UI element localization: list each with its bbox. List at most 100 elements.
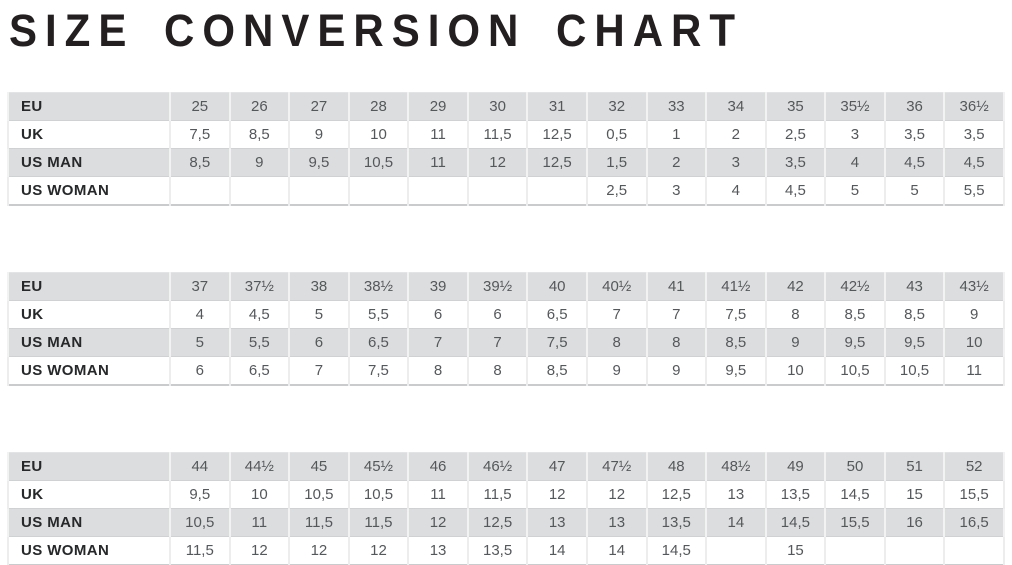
size-cell: 3 — [705, 148, 767, 177]
row-label: US MAN — [7, 508, 171, 537]
size-cell: 37½ — [228, 272, 291, 301]
size-cell: 47 — [526, 452, 588, 481]
size-cell: 38½ — [347, 272, 410, 301]
size-cell: 34 — [705, 92, 767, 121]
size-cell: 10,5 — [824, 356, 886, 386]
size-cell: 11 — [228, 508, 291, 537]
table-row-us-man: US MAN 5 5,5 6 6,5 7 7 7,5 8 8 8,5 9 9,5 9,5 10 — [7, 328, 1005, 357]
size-cell: 10 — [347, 120, 410, 149]
size-cell: 7 — [645, 300, 708, 329]
size-cell: 11,5 — [288, 508, 350, 537]
size-cell: 4 — [824, 148, 886, 177]
size-cell: 32 — [585, 92, 648, 121]
size-cell: 5 — [169, 328, 231, 357]
size-cell: 5 — [824, 176, 886, 206]
size-cell: 50 — [824, 452, 886, 481]
size-cell — [407, 176, 469, 206]
size-cell: 13 — [585, 508, 648, 537]
size-cell: 9 — [764, 328, 827, 357]
size-cell: 13 — [705, 480, 767, 509]
table-row-us-woman: US WOMAN 6 6,5 7 7,5 8 8 8,5 9 9 9,5 10 10,5 10,5 11 — [7, 356, 1005, 386]
size-cell: 25 — [169, 92, 231, 121]
page-title: SIZE CONVERSION CHART — [9, 4, 744, 56]
size-cell: 43½ — [943, 272, 1005, 301]
size-cell: 40½ — [585, 272, 648, 301]
size-cell: 8,5 — [824, 300, 886, 329]
size-cell: 7 — [407, 328, 469, 357]
size-cell: 45½ — [347, 452, 410, 481]
size-cell: 14 — [585, 536, 648, 565]
size-cell: 35½ — [824, 92, 886, 121]
size-cell: 12 — [407, 508, 469, 537]
size-table-medium: EU 37 37½ 38 38½ 39 39½ 40 40½ 41 41½ 42 42½ 43 43½ UK 4… — [7, 272, 1005, 386]
size-cell: 6,5 — [347, 328, 410, 357]
size-cell: 3 — [824, 120, 886, 149]
size-cell: 6 — [466, 300, 529, 329]
size-cell: 11,5 — [466, 120, 529, 149]
size-cell: 39 — [407, 272, 469, 301]
size-cell: 12 — [228, 536, 291, 565]
size-cell: 2,5 — [585, 176, 648, 206]
size-cell: 12,5 — [466, 508, 529, 537]
size-cell: 15 — [764, 536, 827, 565]
size-cell: 12,5 — [526, 120, 588, 149]
size-cell — [347, 176, 410, 206]
size-cell: 46 — [407, 452, 469, 481]
size-cell: 11 — [943, 356, 1005, 386]
size-cell: 41 — [645, 272, 708, 301]
size-cell: 7,5 — [705, 300, 767, 329]
size-cell: 3,5 — [883, 120, 946, 149]
size-cell — [169, 176, 231, 206]
size-cell: 2 — [645, 148, 708, 177]
size-cell: 12 — [585, 480, 648, 509]
size-cell: 4,5 — [883, 148, 946, 177]
size-cell: 10,5 — [347, 148, 410, 177]
row-label: UK — [7, 300, 171, 329]
row-label: EU — [7, 272, 171, 301]
size-cell: 8 — [764, 300, 827, 329]
size-cell: 11,5 — [169, 536, 231, 565]
size-cell: 4 — [705, 176, 767, 206]
size-cell: 8,5 — [705, 328, 767, 357]
size-cell: 40 — [526, 272, 588, 301]
size-cell: 14,5 — [824, 480, 886, 509]
table-row-uk: UK 7,5 8,5 9 10 11 11,5 12,5 0,5 1 2 2,5 3 3,5 3,5 — [7, 120, 1005, 149]
size-cell: 39½ — [466, 272, 529, 301]
size-cell: 7 — [585, 300, 648, 329]
size-cell: 9 — [288, 120, 350, 149]
size-cell: 10 — [943, 328, 1005, 357]
size-cell: 26 — [228, 92, 291, 121]
size-cell: 44½ — [228, 452, 291, 481]
row-label: UK — [7, 480, 171, 509]
size-cell: 47½ — [585, 452, 648, 481]
size-cell: 48½ — [705, 452, 767, 481]
size-cell: 10,5 — [288, 480, 350, 509]
size-cell: 31 — [526, 92, 588, 121]
size-cell: 6 — [169, 356, 231, 386]
size-cell: 9 — [228, 148, 291, 177]
size-cell — [228, 176, 291, 206]
size-cell: 29 — [407, 92, 469, 121]
size-cell: 7,5 — [169, 120, 231, 149]
table-row-us-woman: US WOMAN 11,5 12 12 12 13 13,5 14 14 14,5 15 — [7, 536, 1005, 565]
size-cell: 9,5 — [169, 480, 231, 509]
size-cell: 11,5 — [347, 508, 410, 537]
size-cell: 16 — [883, 508, 946, 537]
size-cell: 13,5 — [645, 508, 708, 537]
size-table-body: EU 44 44½ 45 45½ 46 46½ 47 47½ 48 48½ 49 50 51 52 UK 9,5… — [7, 452, 1005, 565]
size-cell: 1,5 — [585, 148, 648, 177]
size-cell: 9,5 — [824, 328, 886, 357]
size-cell: 41½ — [705, 272, 767, 301]
size-cell: 3,5 — [764, 148, 827, 177]
size-cell: 4,5 — [764, 176, 827, 206]
size-cell: 15 — [883, 480, 946, 509]
size-cell: 7,5 — [526, 328, 588, 357]
size-cell: 42½ — [824, 272, 886, 301]
size-cell — [526, 176, 588, 206]
size-cell: 15,5 — [824, 508, 886, 537]
size-cell: 12,5 — [526, 148, 588, 177]
size-cell: 9 — [645, 356, 708, 386]
size-cell: 10 — [764, 356, 827, 386]
size-cell: 2,5 — [764, 120, 827, 149]
size-table-small: EU 25 26 27 28 29 30 31 32 33 34 35 35½ 36 36½ UK 7,5 8,5… — [7, 92, 1005, 206]
